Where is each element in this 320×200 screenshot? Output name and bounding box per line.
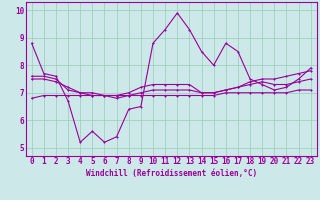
X-axis label: Windchill (Refroidissement éolien,°C): Windchill (Refroidissement éolien,°C): [86, 169, 257, 178]
